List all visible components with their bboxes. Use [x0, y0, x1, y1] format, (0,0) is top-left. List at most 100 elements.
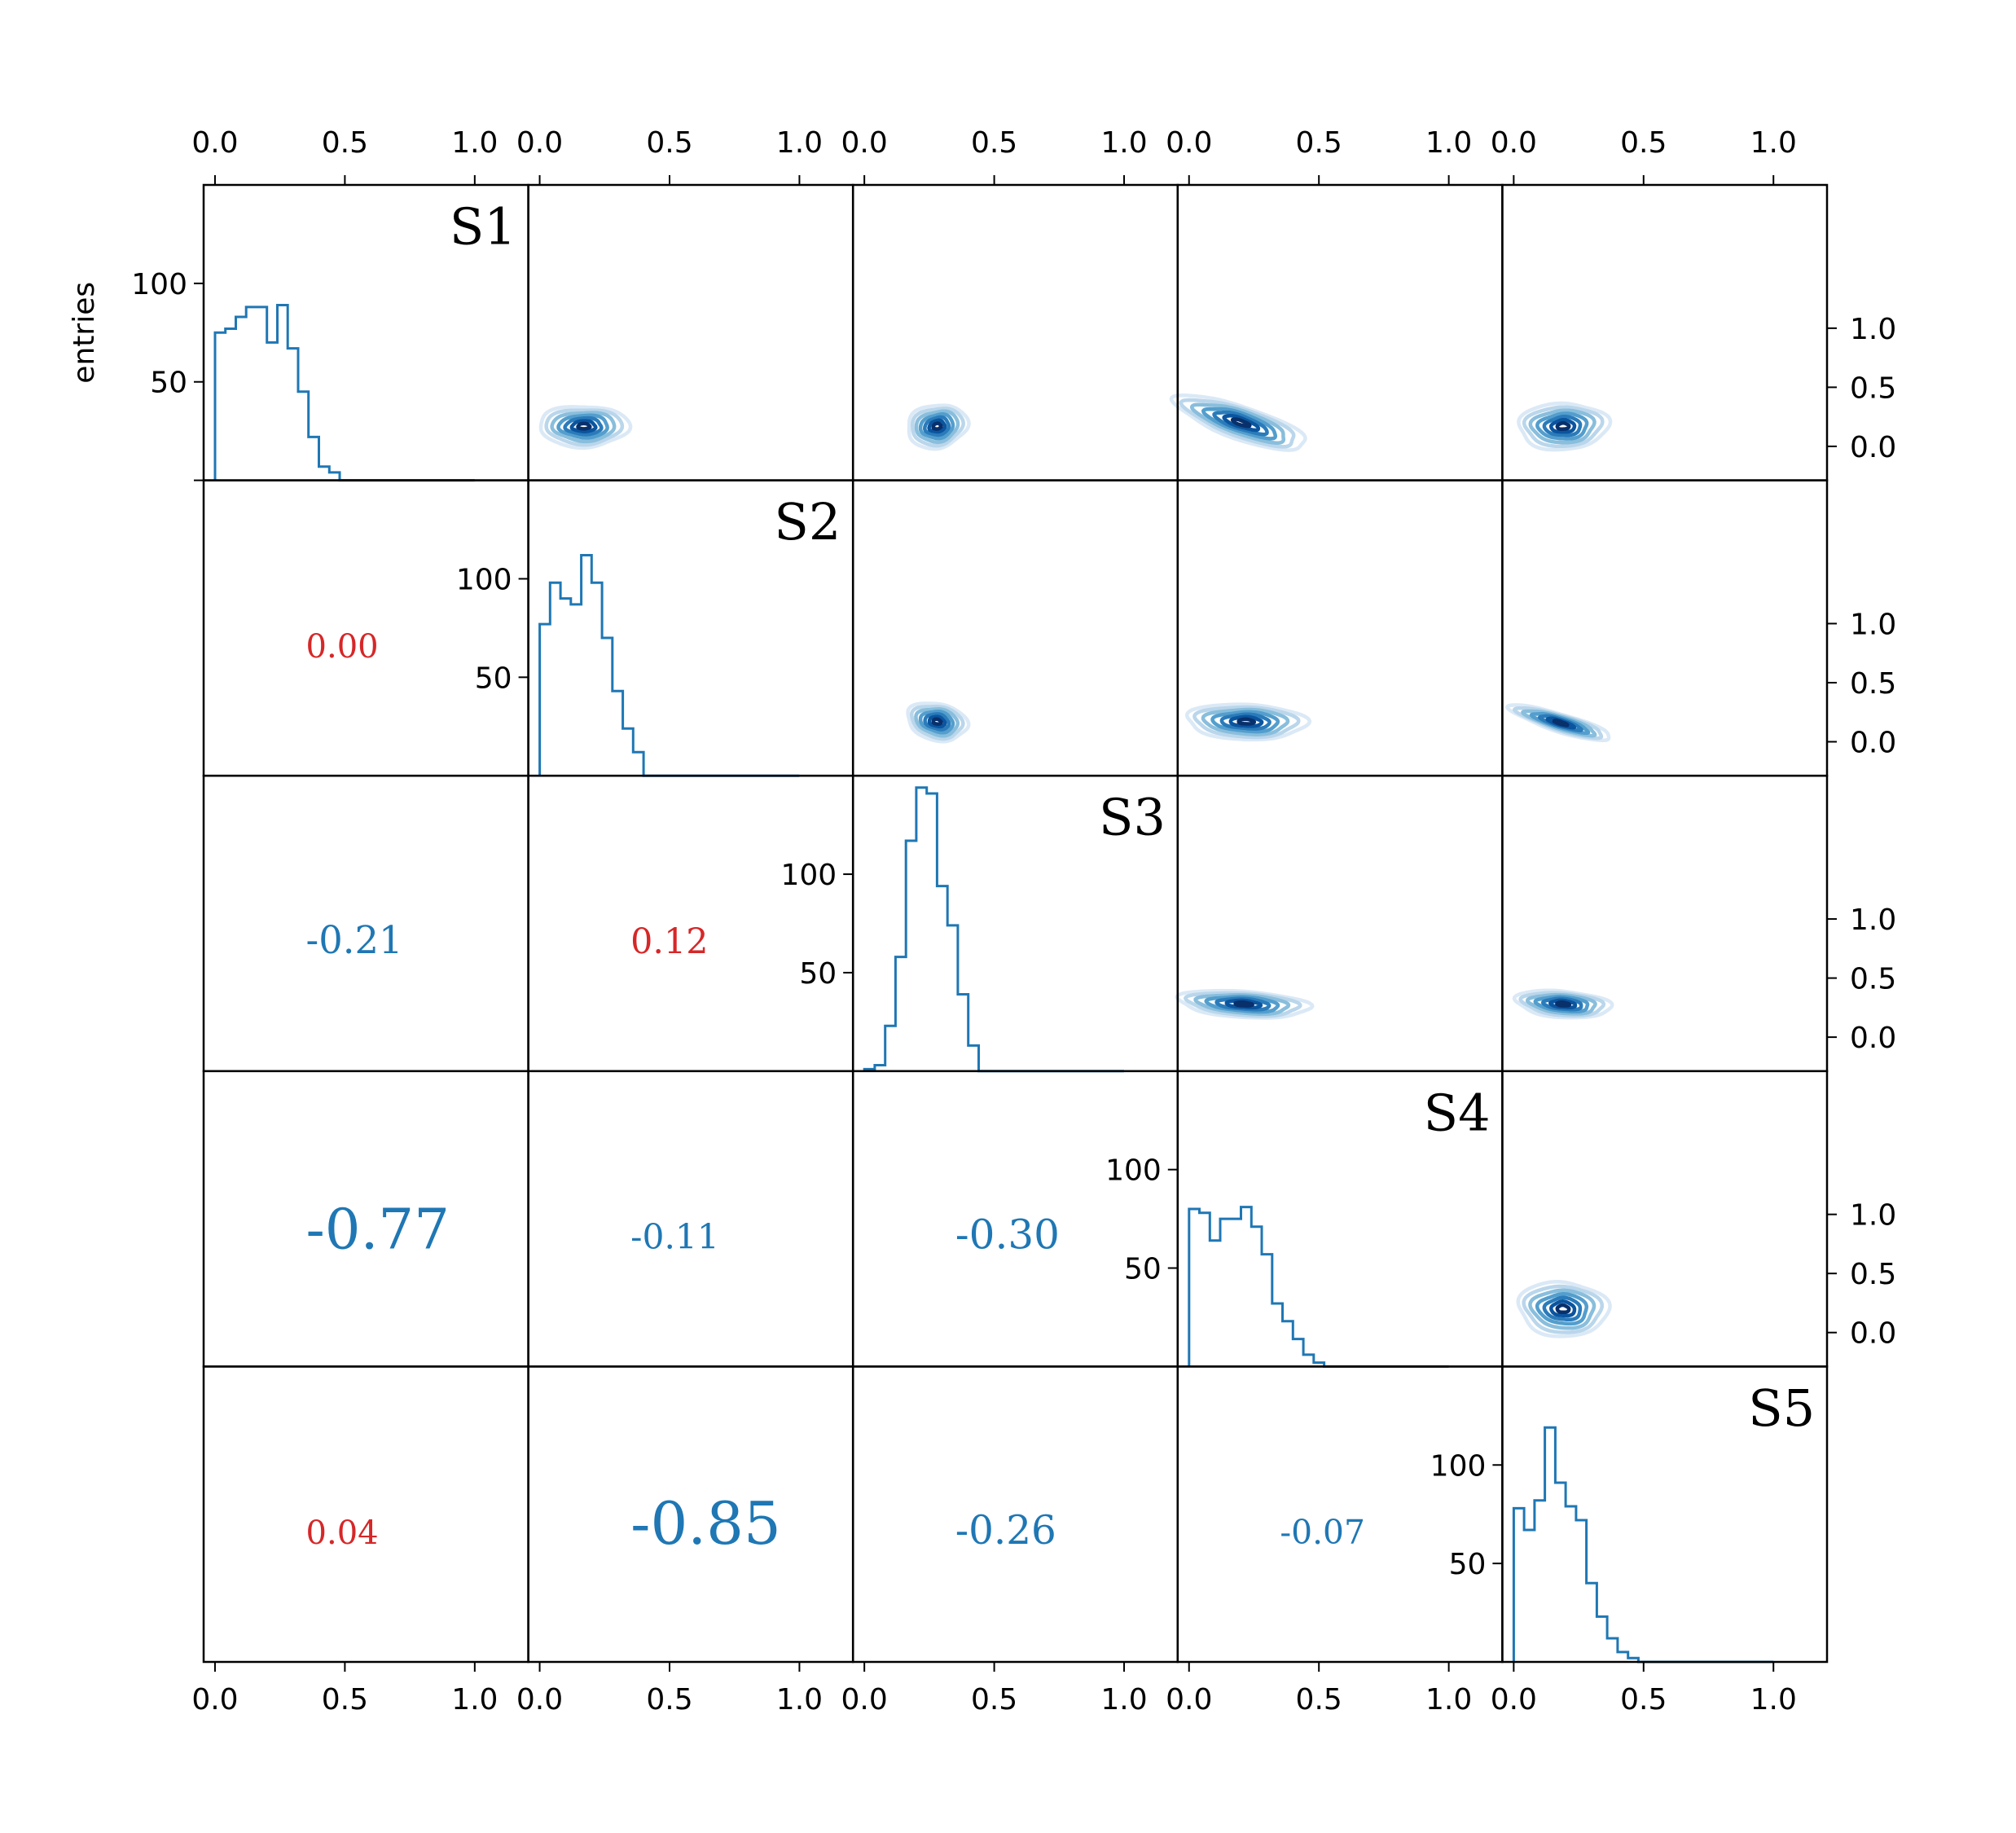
y-tick-label-right: 0.5	[1850, 667, 1896, 701]
y-tick-label-right: 1.0	[1850, 1199, 1896, 1233]
panel-frame	[851, 479, 1179, 777]
label-layer: entries S1 S2 S3 S4 S5 0.00 -0.21 0.12 -0.77 -0.11…	[68, 197, 1815, 1558]
x-tick-label-top: 0.5	[322, 126, 368, 160]
contour-level	[1535, 1291, 1589, 1326]
contour-level	[550, 411, 617, 444]
x-tick-label-top: 0.0	[841, 126, 888, 160]
contour-level	[1512, 988, 1614, 1020]
contour-level	[1549, 418, 1577, 434]
contour-panel-S1-S3	[907, 403, 971, 451]
hist-y-tick-label: 50	[799, 957, 837, 991]
hist-y-axis-label: entries	[68, 282, 101, 384]
x-tick-label-top: 0.5	[971, 126, 1017, 160]
contour-level	[1222, 414, 1261, 433]
contour-level	[1541, 996, 1583, 1012]
correlation-value: -0.30	[955, 1211, 1060, 1258]
x-tick-label-bottom: 0.0	[516, 1683, 563, 1717]
histogram-S1	[213, 304, 475, 482]
x-tick-label-bottom: 0.0	[191, 1683, 238, 1717]
contour-level	[927, 418, 947, 434]
contour-level	[1214, 996, 1272, 1012]
hist-y-tick-label: 50	[1449, 1548, 1487, 1581]
contour-level	[909, 705, 965, 741]
histogram-S4	[1188, 1206, 1449, 1368]
contour-panel-S3-S4	[1175, 988, 1315, 1020]
variable-label-S3: S3	[1099, 788, 1166, 847]
contour-level	[1193, 993, 1291, 1017]
correlation-value: -0.07	[1280, 1513, 1365, 1552]
hist-y-tick-label: 100	[456, 563, 512, 596]
x-tick-label-bottom: 0.5	[1296, 1683, 1342, 1717]
contour-level	[1549, 1299, 1577, 1318]
x-tick-label-bottom: 0.0	[841, 1683, 888, 1717]
contour-level	[1516, 1280, 1612, 1338]
hist-y-tick-label: 50	[475, 662, 512, 695]
y-tick-label-right: 0.5	[1850, 1258, 1896, 1291]
contour-panel-S1-S5	[1517, 401, 1613, 452]
x-tick-label-bottom: 1.0	[1100, 1683, 1147, 1717]
histogram-S5	[1512, 1426, 1774, 1664]
x-tick-label-bottom: 0.0	[1491, 1683, 1537, 1717]
contour-level	[911, 407, 965, 448]
hist-y-tick-label: 100	[131, 268, 187, 301]
contour-level	[1219, 712, 1272, 731]
contour-level	[1233, 1000, 1254, 1008]
x-tick-label-top: 0.5	[646, 126, 692, 160]
histogram-layer	[213, 304, 1774, 1664]
x-tick-label-bottom: 1.0	[1750, 1683, 1797, 1717]
hist-y-tick-label: 50	[150, 367, 187, 400]
contour-level	[544, 408, 625, 447]
x-tick-label-bottom: 1.0	[776, 1683, 823, 1717]
contour-level	[1185, 702, 1312, 742]
contour-level	[1179, 398, 1296, 449]
y-tick-label-right: 0.5	[1850, 963, 1896, 996]
contour-panel-S2-S4	[1185, 702, 1312, 742]
variable-label-S2: S2	[774, 492, 841, 552]
variable-label-S5: S5	[1748, 1378, 1815, 1438]
contour-level	[1183, 991, 1302, 1018]
y-tick-label-right: 0.0	[1850, 727, 1896, 760]
contour-level	[1548, 998, 1578, 1009]
contour-level	[1224, 998, 1263, 1010]
contour-level	[1518, 991, 1606, 1018]
contour-level	[906, 701, 971, 744]
x-tick-label-top: 1.0	[1100, 126, 1147, 160]
y-tick-label-right: 1.0	[1850, 903, 1896, 937]
contour-level	[1528, 408, 1597, 445]
contour-level	[556, 413, 609, 440]
correlation-value: -0.21	[306, 918, 403, 962]
contour-level	[1522, 1284, 1605, 1334]
panel-frame	[1176, 774, 1504, 1073]
x-tick-label-top: 0.0	[191, 126, 238, 160]
x-tick-label-bottom: 0.5	[971, 1683, 1017, 1717]
contour-panel-S3-S5	[1512, 988, 1614, 1020]
contour-level	[1204, 995, 1280, 1014]
contour-level	[1555, 421, 1571, 431]
contour-level	[1210, 710, 1280, 734]
correlation-value: 0.12	[630, 921, 708, 962]
x-tick-label-bottom: 0.5	[646, 1683, 692, 1717]
x-tick-label-top: 0.5	[1620, 126, 1667, 160]
histogram-S2	[538, 554, 800, 777]
contour-level	[1192, 705, 1301, 740]
contour-level	[1201, 407, 1278, 441]
x-tick-label-top: 1.0	[451, 126, 498, 160]
y-tick-label-right: 0.0	[1850, 431, 1896, 464]
contour-level	[923, 415, 951, 437]
hist-y-tick-label: 50	[1124, 1253, 1162, 1286]
contour-level	[931, 421, 943, 431]
contour-level	[1533, 995, 1590, 1014]
histogram-S3	[863, 786, 1124, 1073]
correlation-value: -0.85	[630, 1489, 781, 1558]
x-tick-label-bottom: 0.5	[1620, 1683, 1667, 1717]
contour-level	[1169, 393, 1307, 452]
variable-label-S4: S4	[1424, 1083, 1491, 1142]
contour-level	[1201, 707, 1290, 736]
contour-level	[1189, 402, 1286, 445]
correlation-value: -0.77	[306, 1197, 450, 1262]
contour-panel-S2-S3	[906, 701, 971, 744]
panel-frame	[851, 183, 1179, 481]
panel-frame	[1501, 774, 1829, 1073]
x-tick-label-bottom: 1.0	[451, 1683, 498, 1717]
